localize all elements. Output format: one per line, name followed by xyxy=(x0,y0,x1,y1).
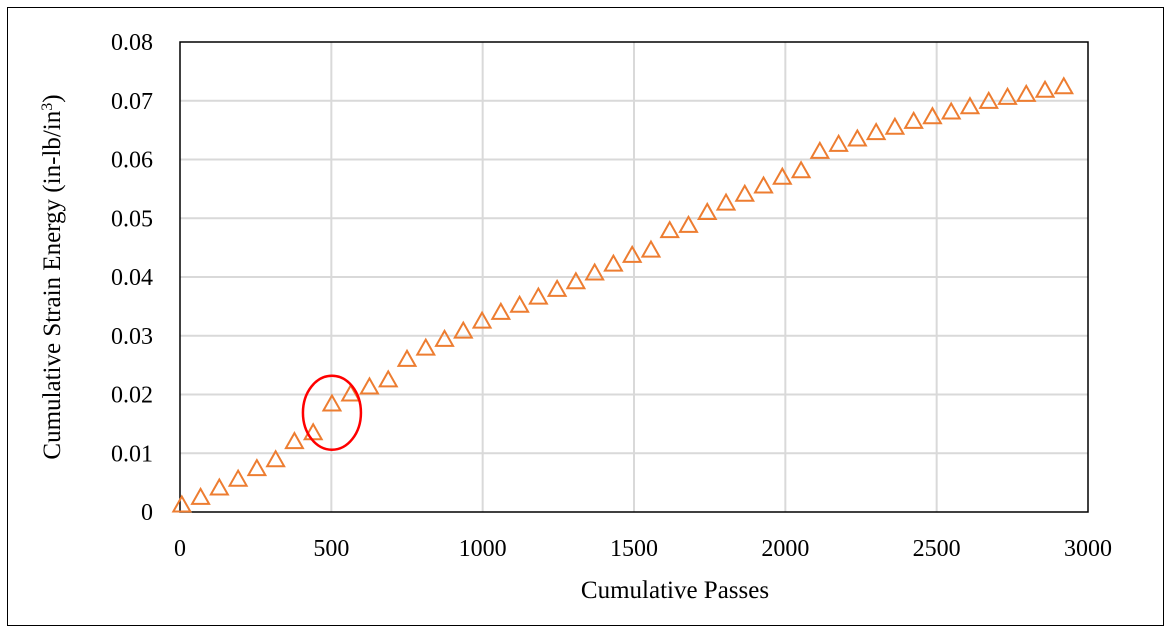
y-tick-label: 0.07 xyxy=(111,89,153,115)
data-point xyxy=(697,201,718,220)
data-point xyxy=(227,468,249,487)
data-point xyxy=(340,383,361,402)
highlight-ellipse xyxy=(301,374,363,451)
y-tick-label: 0.02 xyxy=(111,383,153,409)
y-axis-title-superscript: 3 xyxy=(39,103,56,111)
data-point xyxy=(453,320,474,339)
y-tick-label: 0.08 xyxy=(111,30,153,56)
data-point xyxy=(584,262,605,281)
x-tick-label: 500 xyxy=(313,536,349,562)
data-point xyxy=(471,310,493,329)
data-point xyxy=(734,183,755,202)
x-tick-label: 0 xyxy=(174,536,186,562)
data-point xyxy=(865,122,887,141)
gridlines xyxy=(180,42,1088,512)
data-point xyxy=(171,494,193,513)
data-point xyxy=(997,86,1018,105)
annotations xyxy=(301,374,363,451)
data-point xyxy=(1034,79,1056,98)
y-tick-label: 0.04 xyxy=(111,265,153,291)
data-point xyxy=(847,128,868,147)
data-point xyxy=(940,101,962,120)
data-point xyxy=(209,477,230,496)
x-tick-label: 1000 xyxy=(459,536,507,562)
chart-frame xyxy=(7,7,1164,626)
data-point xyxy=(396,348,418,367)
data-point xyxy=(415,337,436,356)
data-point xyxy=(565,271,587,290)
data-point xyxy=(1016,83,1037,102)
data-point xyxy=(922,106,943,125)
y-tick-label: 0.03 xyxy=(111,324,153,350)
data-point xyxy=(603,253,624,272)
data-point xyxy=(284,431,305,450)
y-axis-title-main: Cumulative Strain Energy (in-lb/in xyxy=(39,110,66,459)
data-point xyxy=(678,214,699,233)
data-point xyxy=(753,175,774,194)
plot-area xyxy=(179,41,1089,513)
data-point xyxy=(640,239,662,258)
data-point xyxy=(828,133,849,152)
data-point xyxy=(265,449,286,468)
data-point xyxy=(490,301,512,320)
data-point xyxy=(790,160,812,179)
data-point xyxy=(809,140,831,159)
data-point xyxy=(659,220,680,239)
data-point xyxy=(715,192,737,211)
data-point xyxy=(434,328,455,347)
y-axis-title: Cumulative Strain Energy (in-lb/in3) xyxy=(39,94,67,459)
y-tick-label: 0.06 xyxy=(111,148,153,174)
y-tick-label: 0 xyxy=(141,500,153,526)
data-point xyxy=(546,278,568,297)
data-point xyxy=(1053,76,1075,95)
y-axis-title-suffix: ) xyxy=(39,94,66,102)
data-point xyxy=(959,96,981,115)
data-point xyxy=(359,376,380,395)
data-point xyxy=(528,286,549,305)
data-point xyxy=(321,393,343,412)
data-series xyxy=(171,76,1075,513)
data-point xyxy=(621,244,643,263)
x-tick-labels: 0 500 1000 1500 2000 2500 3000 xyxy=(174,536,1112,562)
data-point xyxy=(903,110,924,129)
x-tick-label: 2500 xyxy=(913,536,961,562)
data-point xyxy=(978,90,999,109)
data-point xyxy=(190,486,211,505)
x-tick-label: 3000 xyxy=(1064,536,1112,562)
data-point xyxy=(378,369,399,388)
data-point xyxy=(246,458,268,477)
y-tick-label: 0.05 xyxy=(111,206,153,232)
data-point xyxy=(884,116,906,135)
data-point xyxy=(509,294,530,313)
x-tick-label: 2000 xyxy=(761,536,809,562)
data-point xyxy=(772,166,793,185)
y-tick-labels: 0 0.01 0.02 0.03 0.04 0.05 0.06 0.07 0.08 xyxy=(111,30,153,526)
x-tick-label: 1500 xyxy=(610,536,658,562)
x-axis-title: Cumulative Passes xyxy=(581,577,769,604)
y-tick-label: 0.01 xyxy=(111,441,153,467)
